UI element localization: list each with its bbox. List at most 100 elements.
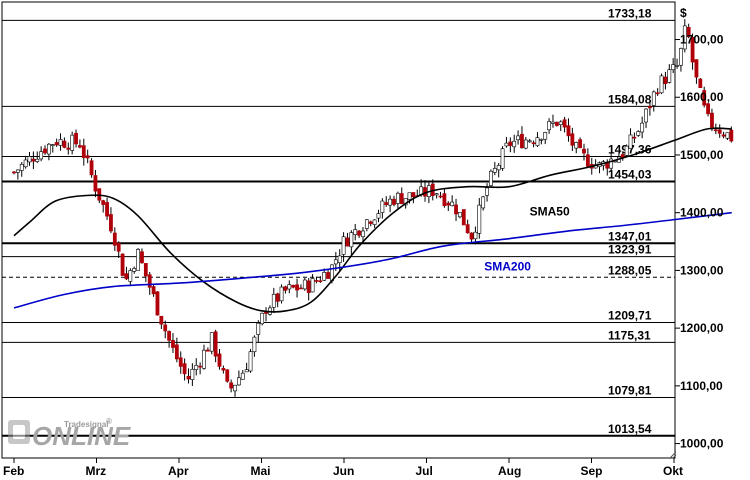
candle — [411, 192, 416, 204]
candle — [469, 232, 474, 244]
sma200-line — [13, 211, 732, 309]
level-label: 1013,54 — [608, 422, 652, 436]
candle — [306, 278, 311, 301]
candle — [229, 379, 234, 393]
x-tick-label: Aug — [498, 464, 521, 478]
candle — [221, 365, 226, 374]
x-tick-label: Jun — [333, 464, 354, 478]
candle — [667, 64, 672, 84]
candle — [632, 132, 637, 143]
watermark-logo — [8, 420, 30, 444]
candle — [675, 58, 679, 69]
candle — [186, 368, 191, 384]
x-tick-label: Jul — [416, 464, 433, 478]
candle — [155, 291, 160, 316]
candle — [136, 247, 140, 271]
candle — [128, 268, 133, 286]
candle — [120, 253, 125, 276]
candle — [535, 132, 540, 148]
candle — [240, 370, 245, 380]
candle — [679, 47, 683, 72]
candle — [539, 138, 544, 145]
level-label: 1454,03 — [608, 167, 652, 181]
candle — [12, 170, 16, 175]
candle — [264, 307, 268, 322]
candle — [364, 219, 369, 232]
candle — [458, 212, 462, 219]
x-tick-label: Feb — [3, 464, 24, 478]
candle — [640, 116, 645, 139]
candle — [504, 136, 509, 148]
candle — [283, 285, 288, 294]
candle — [531, 140, 536, 148]
candle — [171, 333, 175, 353]
candle — [182, 358, 187, 381]
candle — [686, 23, 691, 39]
candle — [147, 271, 152, 295]
candles — [12, 19, 734, 397]
candle — [512, 134, 517, 153]
candle — [574, 141, 579, 154]
candle — [644, 108, 648, 128]
candle — [244, 362, 249, 373]
candle — [15, 169, 20, 180]
candle — [454, 198, 458, 222]
candle — [19, 162, 24, 177]
watermark-product-text: ONLINE — [32, 421, 131, 451]
candle — [636, 130, 641, 137]
candle — [717, 124, 722, 138]
watermark-brand-text: Tradesignal — [64, 420, 108, 429]
candle — [597, 161, 602, 174]
candle — [721, 131, 726, 139]
candle — [706, 102, 710, 117]
candle — [62, 137, 67, 149]
resize-grip-icon[interactable] — [669, 451, 677, 459]
candle — [582, 143, 586, 161]
candle — [651, 90, 656, 112]
candle — [93, 169, 98, 198]
candle — [481, 195, 486, 211]
sma50-line — [13, 127, 732, 313]
candle — [236, 370, 241, 386]
candle — [66, 142, 71, 155]
y-tick-label: 1300,00 — [680, 263, 724, 277]
watermark-reg-mark: ® — [106, 417, 112, 426]
candle — [399, 187, 404, 205]
x-axis: Feb Mrz Apr Mai Jun Jul Aug Sep Okt — [3, 458, 683, 478]
candle — [423, 180, 427, 202]
candle — [357, 230, 361, 238]
candle — [198, 362, 203, 375]
candle — [655, 88, 660, 96]
candle — [698, 78, 703, 89]
candle — [275, 292, 280, 308]
candle — [438, 191, 443, 199]
candle — [551, 114, 555, 128]
x-tick-label: Mai — [251, 464, 271, 478]
candle — [485, 183, 489, 202]
candle — [213, 329, 218, 363]
annotations: SMA50 SMA200 — [484, 205, 570, 274]
candle — [23, 155, 28, 169]
candle — [566, 118, 571, 142]
watermark: ONLINE Tradesignal ® — [8, 417, 131, 451]
candle — [295, 278, 299, 298]
candle — [287, 280, 292, 294]
candle — [46, 142, 51, 161]
candle — [628, 128, 633, 150]
candle — [489, 169, 493, 188]
candle — [516, 130, 520, 145]
candle — [101, 199, 106, 213]
candle — [690, 33, 695, 70]
candle — [558, 120, 563, 132]
candle — [349, 230, 354, 255]
candle — [442, 188, 447, 208]
candle — [190, 363, 195, 386]
candle — [523, 136, 528, 150]
candle — [116, 241, 121, 259]
candle — [527, 138, 532, 143]
level-label: 1079,81 — [608, 384, 652, 398]
candle — [260, 312, 265, 326]
candle — [368, 220, 373, 227]
candle — [326, 268, 330, 279]
y-axis-unit: $ — [680, 6, 687, 20]
